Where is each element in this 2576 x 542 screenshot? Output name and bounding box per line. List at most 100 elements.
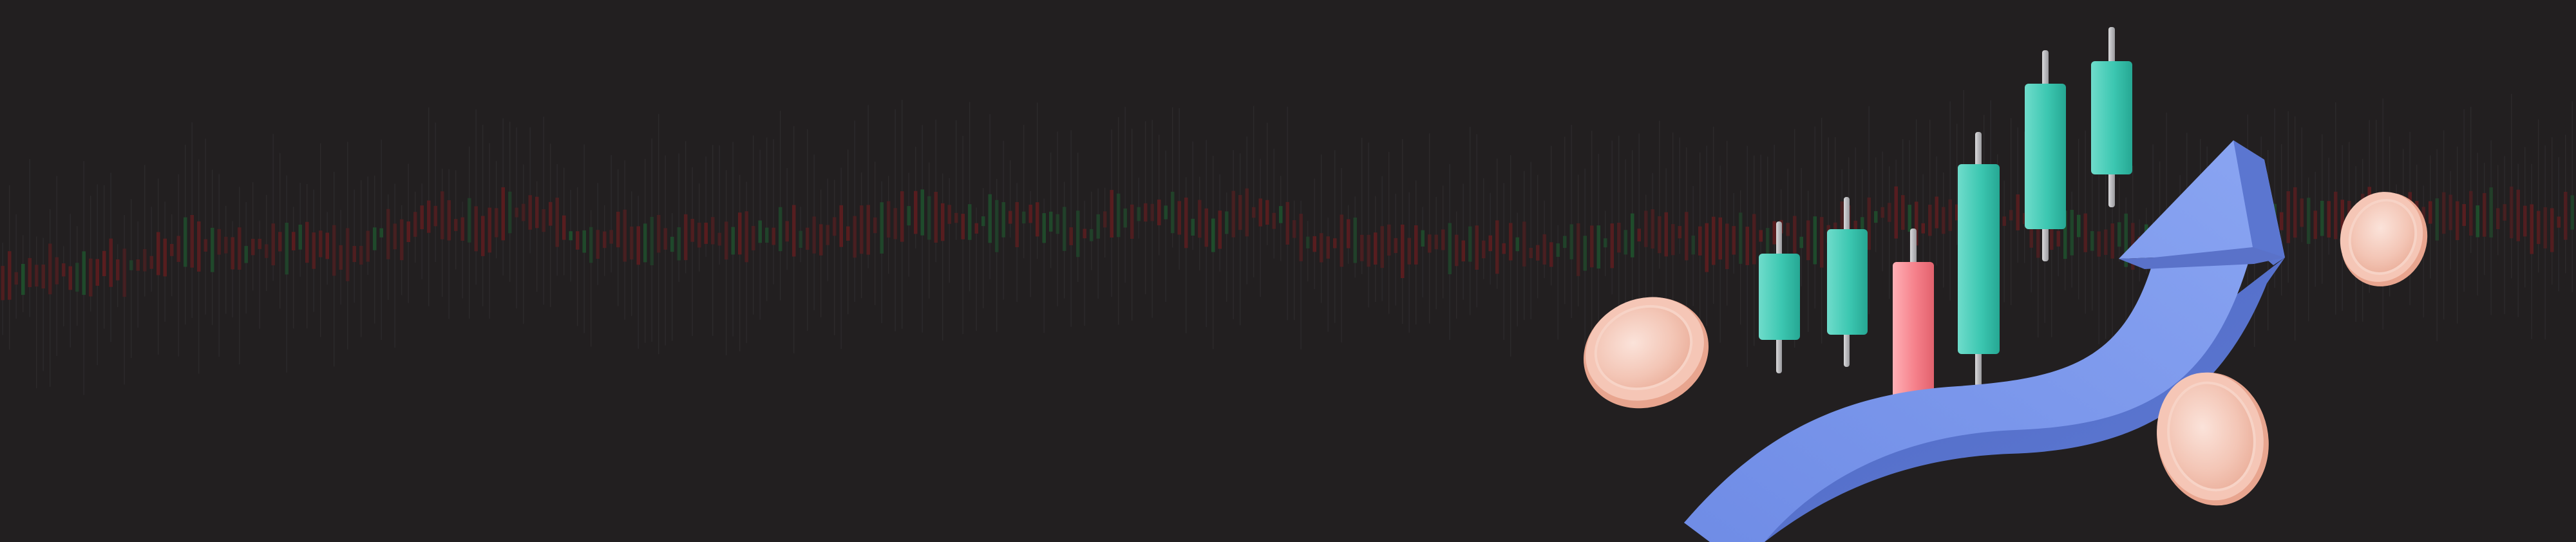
background-candle-body: [974, 223, 978, 234]
background-candle-body: [278, 232, 282, 252]
background-candle-body: [116, 259, 120, 281]
background-candle-wick: [1774, 144, 1775, 292]
background-candle-wick: [1327, 218, 1329, 332]
background-candle-body: [224, 236, 228, 254]
background-candle-body: [1428, 234, 1432, 253]
background-candle-body: [2570, 195, 2574, 230]
background-candle-body: [1867, 197, 1871, 250]
background-candle-wick: [266, 194, 267, 292]
background-candle-wick: [840, 167, 842, 349]
background-candle-body: [887, 201, 891, 238]
background-candle-body: [1407, 238, 1411, 265]
background-candle-body: [41, 265, 45, 289]
background-candle-wick: [969, 102, 971, 292]
background-candle-body: [1928, 205, 1932, 236]
background-candle-body: [596, 230, 600, 259]
background-candle-wick: [435, 122, 436, 263]
background-candle-body: [1624, 230, 1627, 255]
background-candle-body: [2496, 208, 2500, 229]
background-candle-body: [1468, 226, 1472, 262]
background-candle-body: [860, 205, 864, 254]
background-candle-wick: [2511, 94, 2512, 279]
background-candle-body: [1725, 223, 1729, 270]
background-candle-wick: [448, 169, 450, 319]
background-candle-wick: [1956, 124, 1958, 245]
background-candle-wick: [786, 168, 788, 270]
background-candle-body: [393, 223, 397, 250]
background-candle-wick: [1023, 124, 1025, 259]
background-candle-body: [1049, 211, 1053, 232]
background-candle-body: [846, 226, 850, 241]
background-candle-body: [779, 207, 782, 252]
background-candle-wick: [2003, 180, 2005, 303]
background-candle-body: [1577, 223, 1580, 276]
background-candle-wick: [523, 164, 524, 324]
background-candle-body: [1001, 202, 1005, 238]
background-candle-wick: [475, 109, 477, 285]
background-candle-body: [265, 244, 269, 258]
background-candle-body: [2523, 205, 2527, 237]
background-candle-body: [690, 219, 694, 242]
background-candle-wick: [1361, 138, 1363, 274]
background-candle-body: [1238, 194, 1242, 230]
background-candle-wick: [482, 125, 484, 306]
background-candle-body: [2036, 207, 2040, 258]
background-candle-body: [170, 244, 174, 256]
background-candle-body: [109, 238, 113, 287]
background-candle-body: [231, 237, 234, 270]
background-candle-body: [806, 227, 810, 250]
background-candle-wick: [1172, 107, 1173, 248]
background-candle-wick: [90, 196, 91, 312]
background-candle-body: [1685, 212, 1689, 261]
background-candle-body: [312, 232, 316, 269]
background-candle-body: [1265, 200, 1269, 225]
background-candle-body: [1752, 214, 1756, 265]
background-candle-body: [1218, 210, 1222, 249]
background-candle-body: [1766, 228, 1770, 256]
background-candle-body: [1063, 207, 1066, 251]
background-candle-wick: [1368, 142, 1369, 308]
background-candle-body: [251, 239, 255, 256]
background-candle-body: [2543, 207, 2547, 248]
background-candle-body: [197, 221, 201, 272]
background-candle-wick: [1517, 212, 1518, 327]
background-candle-wick: [577, 187, 578, 326]
background-candle-wick: [1537, 174, 1539, 299]
background-candle-body: [866, 205, 870, 255]
background-candle-body: [765, 227, 769, 243]
background-candle-wick: [739, 174, 741, 351]
background-candle-body: [1069, 227, 1073, 245]
background-candle-body: [433, 205, 437, 227]
background-candle-body: [1171, 191, 1175, 234]
background-candle-body: [211, 227, 214, 272]
background-candle-body: [62, 263, 66, 277]
background-candle-body: [1631, 213, 1634, 257]
background-candle-body: [927, 196, 931, 240]
background-candle-body: [468, 198, 471, 243]
background-candle-wick: [1030, 191, 1031, 297]
background-candle-body: [1604, 238, 1607, 248]
background-candle-body: [785, 221, 789, 242]
background-candle-body: [2286, 191, 2290, 243]
background-candle-body: [569, 231, 573, 241]
background-candle-wick: [1300, 200, 1302, 350]
background-candle-body: [298, 225, 302, 250]
background-candle-body: [1569, 224, 1573, 259]
background-candle-wick: [996, 179, 998, 332]
background-candle-body: [995, 200, 999, 252]
background-candle-body: [2537, 210, 2541, 245]
candlestick-icon: [1893, 229, 1934, 440]
background-candle-body: [2435, 198, 2439, 241]
background-candle-body: [2083, 213, 2087, 252]
background-candle-body: [14, 272, 18, 285]
background-candle-body: [1455, 234, 1459, 266]
background-candle-body: [1015, 201, 1019, 247]
background-candle-wick: [1828, 137, 1829, 260]
background-candle-body: [1542, 234, 1546, 265]
background-candle-body: [812, 216, 816, 254]
background-candle-body: [880, 202, 884, 254]
background-candle-body: [2489, 187, 2493, 238]
background-candle-wick: [252, 182, 254, 291]
background-candle-body: [947, 205, 951, 224]
